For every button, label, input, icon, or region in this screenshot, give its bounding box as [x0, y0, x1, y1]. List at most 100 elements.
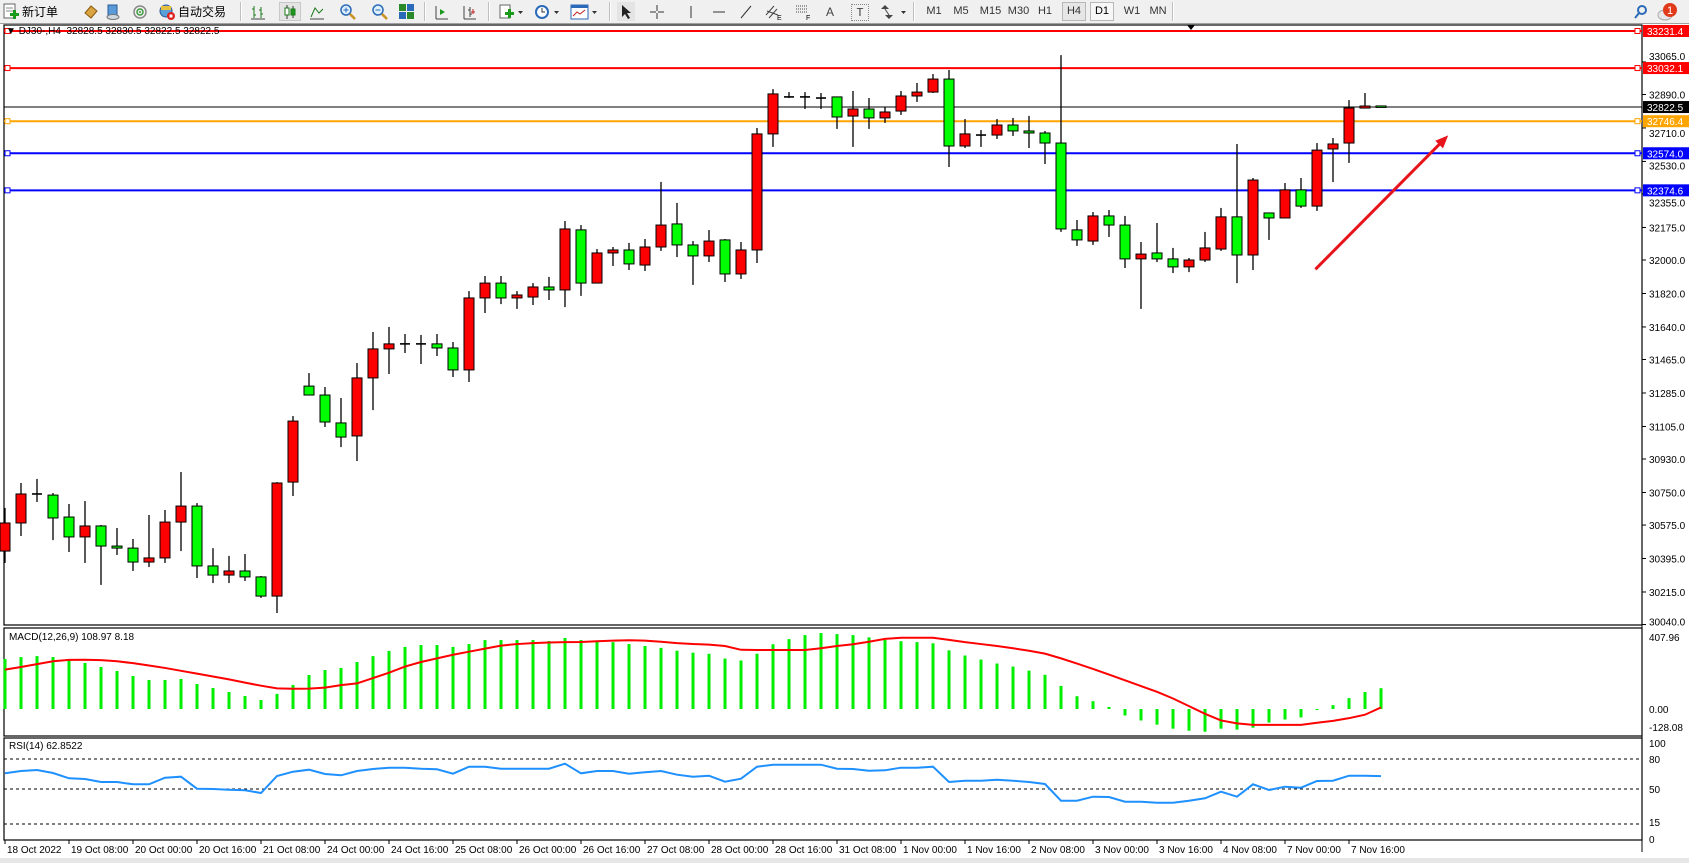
text-label-tool-button[interactable]: A: [825, 4, 834, 19]
candle-body: [303, 385, 315, 396]
candle-body: [751, 133, 763, 251]
macd-histogram-bar: [899, 641, 903, 709]
candle: [335, 398, 347, 448]
candle-body: [671, 223, 683, 246]
timeframe-w1[interactable]: W1: [1123, 5, 1141, 17]
new-order-button[interactable]: 新订单: [2, 2, 58, 21]
vertical-line-tool-button[interactable]: [684, 2, 698, 21]
line-handle-right[interactable]: [1634, 187, 1641, 194]
candle-body: [1183, 259, 1195, 268]
price-tick-label: 31285.0: [1649, 389, 1686, 400]
line-handle-left[interactable]: [4, 187, 11, 194]
candle: [1119, 215, 1131, 269]
data-window-button[interactable]: [104, 2, 122, 21]
zoom-out-button[interactable]: [370, 2, 390, 21]
trend-arrow-line[interactable]: [1314, 140, 1444, 271]
macd-histogram-bar: [323, 670, 327, 709]
macd-histogram-bar: [723, 658, 727, 709]
macd-histogram-bar: [403, 646, 407, 709]
candle: [207, 548, 219, 584]
macd-histogram-bar: [1107, 706, 1111, 709]
timeframe-d1[interactable]: D1: [1090, 2, 1114, 21]
new-order-label: 新订单: [22, 5, 59, 19]
macd-pane[interactable]: [3, 627, 1643, 737]
timeframe-h4[interactable]: H4: [1062, 2, 1086, 21]
candle: [1327, 138, 1339, 183]
candle: [1247, 177, 1259, 271]
line-handle-left[interactable]: [4, 118, 11, 125]
line-handle-right[interactable]: [1634, 65, 1641, 72]
cursor-tool-button[interactable]: [617, 2, 635, 21]
candle: [255, 575, 267, 598]
market-watch-button[interactable]: [82, 2, 100, 21]
candle-body: [639, 246, 651, 266]
timeframe-m5[interactable]: M5: [953, 5, 969, 17]
timeframe-m30[interactable]: M30: [1007, 5, 1030, 17]
macd-histogram-bar: [435, 645, 439, 709]
time-tick-label: 2 Nov 08:00: [1031, 845, 1085, 856]
candle-body: [1327, 143, 1339, 150]
candle-body: [0, 522, 11, 552]
time-tick-label: 31 Oct 08:00: [839, 845, 897, 856]
candle-body: [1295, 189, 1307, 207]
crosshair-tool-button[interactable]: [648, 2, 666, 21]
candle-body: [543, 286, 555, 291]
macd-histogram-bar: [883, 639, 887, 709]
zoom-in-button[interactable]: [338, 2, 358, 21]
line-handle-left[interactable]: [4, 150, 11, 157]
line-handle-right[interactable]: [1634, 28, 1641, 34]
candle: [367, 331, 379, 411]
search-icon: [1634, 4, 1647, 19]
candle-body: [959, 133, 971, 147]
rsi-axis-label: 15: [1649, 818, 1661, 829]
navigator-button[interactable]: [131, 2, 149, 21]
candle: [1151, 223, 1163, 263]
fibonacci-tool-button[interactable]: F: [794, 2, 814, 21]
chart-shift-button[interactable]: [432, 2, 450, 21]
arrows-tool-button[interactable]: [879, 2, 909, 21]
time-tick-label: 7 Nov 16:00: [1351, 845, 1405, 856]
candle-body: [15, 493, 27, 524]
trendline-tool-button[interactable]: [737, 2, 755, 21]
cursor-icon: [622, 4, 631, 19]
macd-histogram-bar: [243, 696, 247, 709]
indicators-button[interactable]: [496, 2, 526, 21]
price-chart[interactable]: 33065.0 32890.0 32710.0 32530.0 32355.0 32175…: [0, 24, 1689, 858]
candle: [1183, 257, 1195, 273]
line-handle-right[interactable]: [1634, 150, 1641, 157]
tile-windows-button[interactable]: [396, 2, 416, 21]
price-tick-label: 33065.0: [1649, 52, 1686, 63]
autotrade-button[interactable]: 自动交易: [158, 2, 226, 21]
bar-chart-button[interactable]: [249, 2, 267, 21]
macd-histogram-bar: [227, 692, 231, 709]
text-tool-button[interactable]: T: [851, 4, 869, 21]
auto-scroll-button[interactable]: [460, 2, 478, 21]
timeframe-mn[interactable]: MN: [1149, 5, 1167, 17]
candle: [527, 283, 539, 306]
candle-body: [383, 343, 395, 350]
timeframe-m1[interactable]: M1: [926, 5, 942, 17]
horizontal-line-tool-button[interactable]: [710, 2, 728, 21]
line-handle-left[interactable]: [4, 28, 11, 34]
notifications-button[interactable]: 1: [1656, 2, 1682, 21]
level-price-tag: 32746.4: [1647, 117, 1684, 128]
periods-button[interactable]: [532, 2, 562, 21]
rsi-label: RSI(14) 62.8522: [9, 741, 83, 752]
macd-histogram-bar: [627, 644, 631, 709]
candle-body: [1023, 130, 1035, 134]
chart-window[interactable]: 33065.0 32890.0 32710.0 32530.0 32355.0 32175…: [0, 24, 1689, 858]
timeframe-h1[interactable]: H1: [1037, 5, 1053, 17]
chart-shift-marker-icon[interactable]: [1187, 25, 1195, 30]
macd-histogram-bar: [163, 679, 167, 709]
candlestick-chart-button[interactable]: [279, 2, 301, 21]
timeframe-m15[interactable]: M15: [979, 5, 1002, 17]
line-handle-right[interactable]: [1634, 118, 1641, 125]
line-chart-button[interactable]: [308, 2, 326, 21]
main-pane[interactable]: [3, 24, 1643, 626]
templates-button[interactable]: [568, 2, 600, 21]
price-tick-label: 32890.0: [1649, 90, 1686, 101]
search-button[interactable]: [1632, 2, 1650, 21]
channel-tool-button[interactable]: E: [764, 2, 784, 21]
line-handle-left[interactable]: [4, 65, 11, 72]
macd-histogram-bar: [339, 667, 343, 709]
